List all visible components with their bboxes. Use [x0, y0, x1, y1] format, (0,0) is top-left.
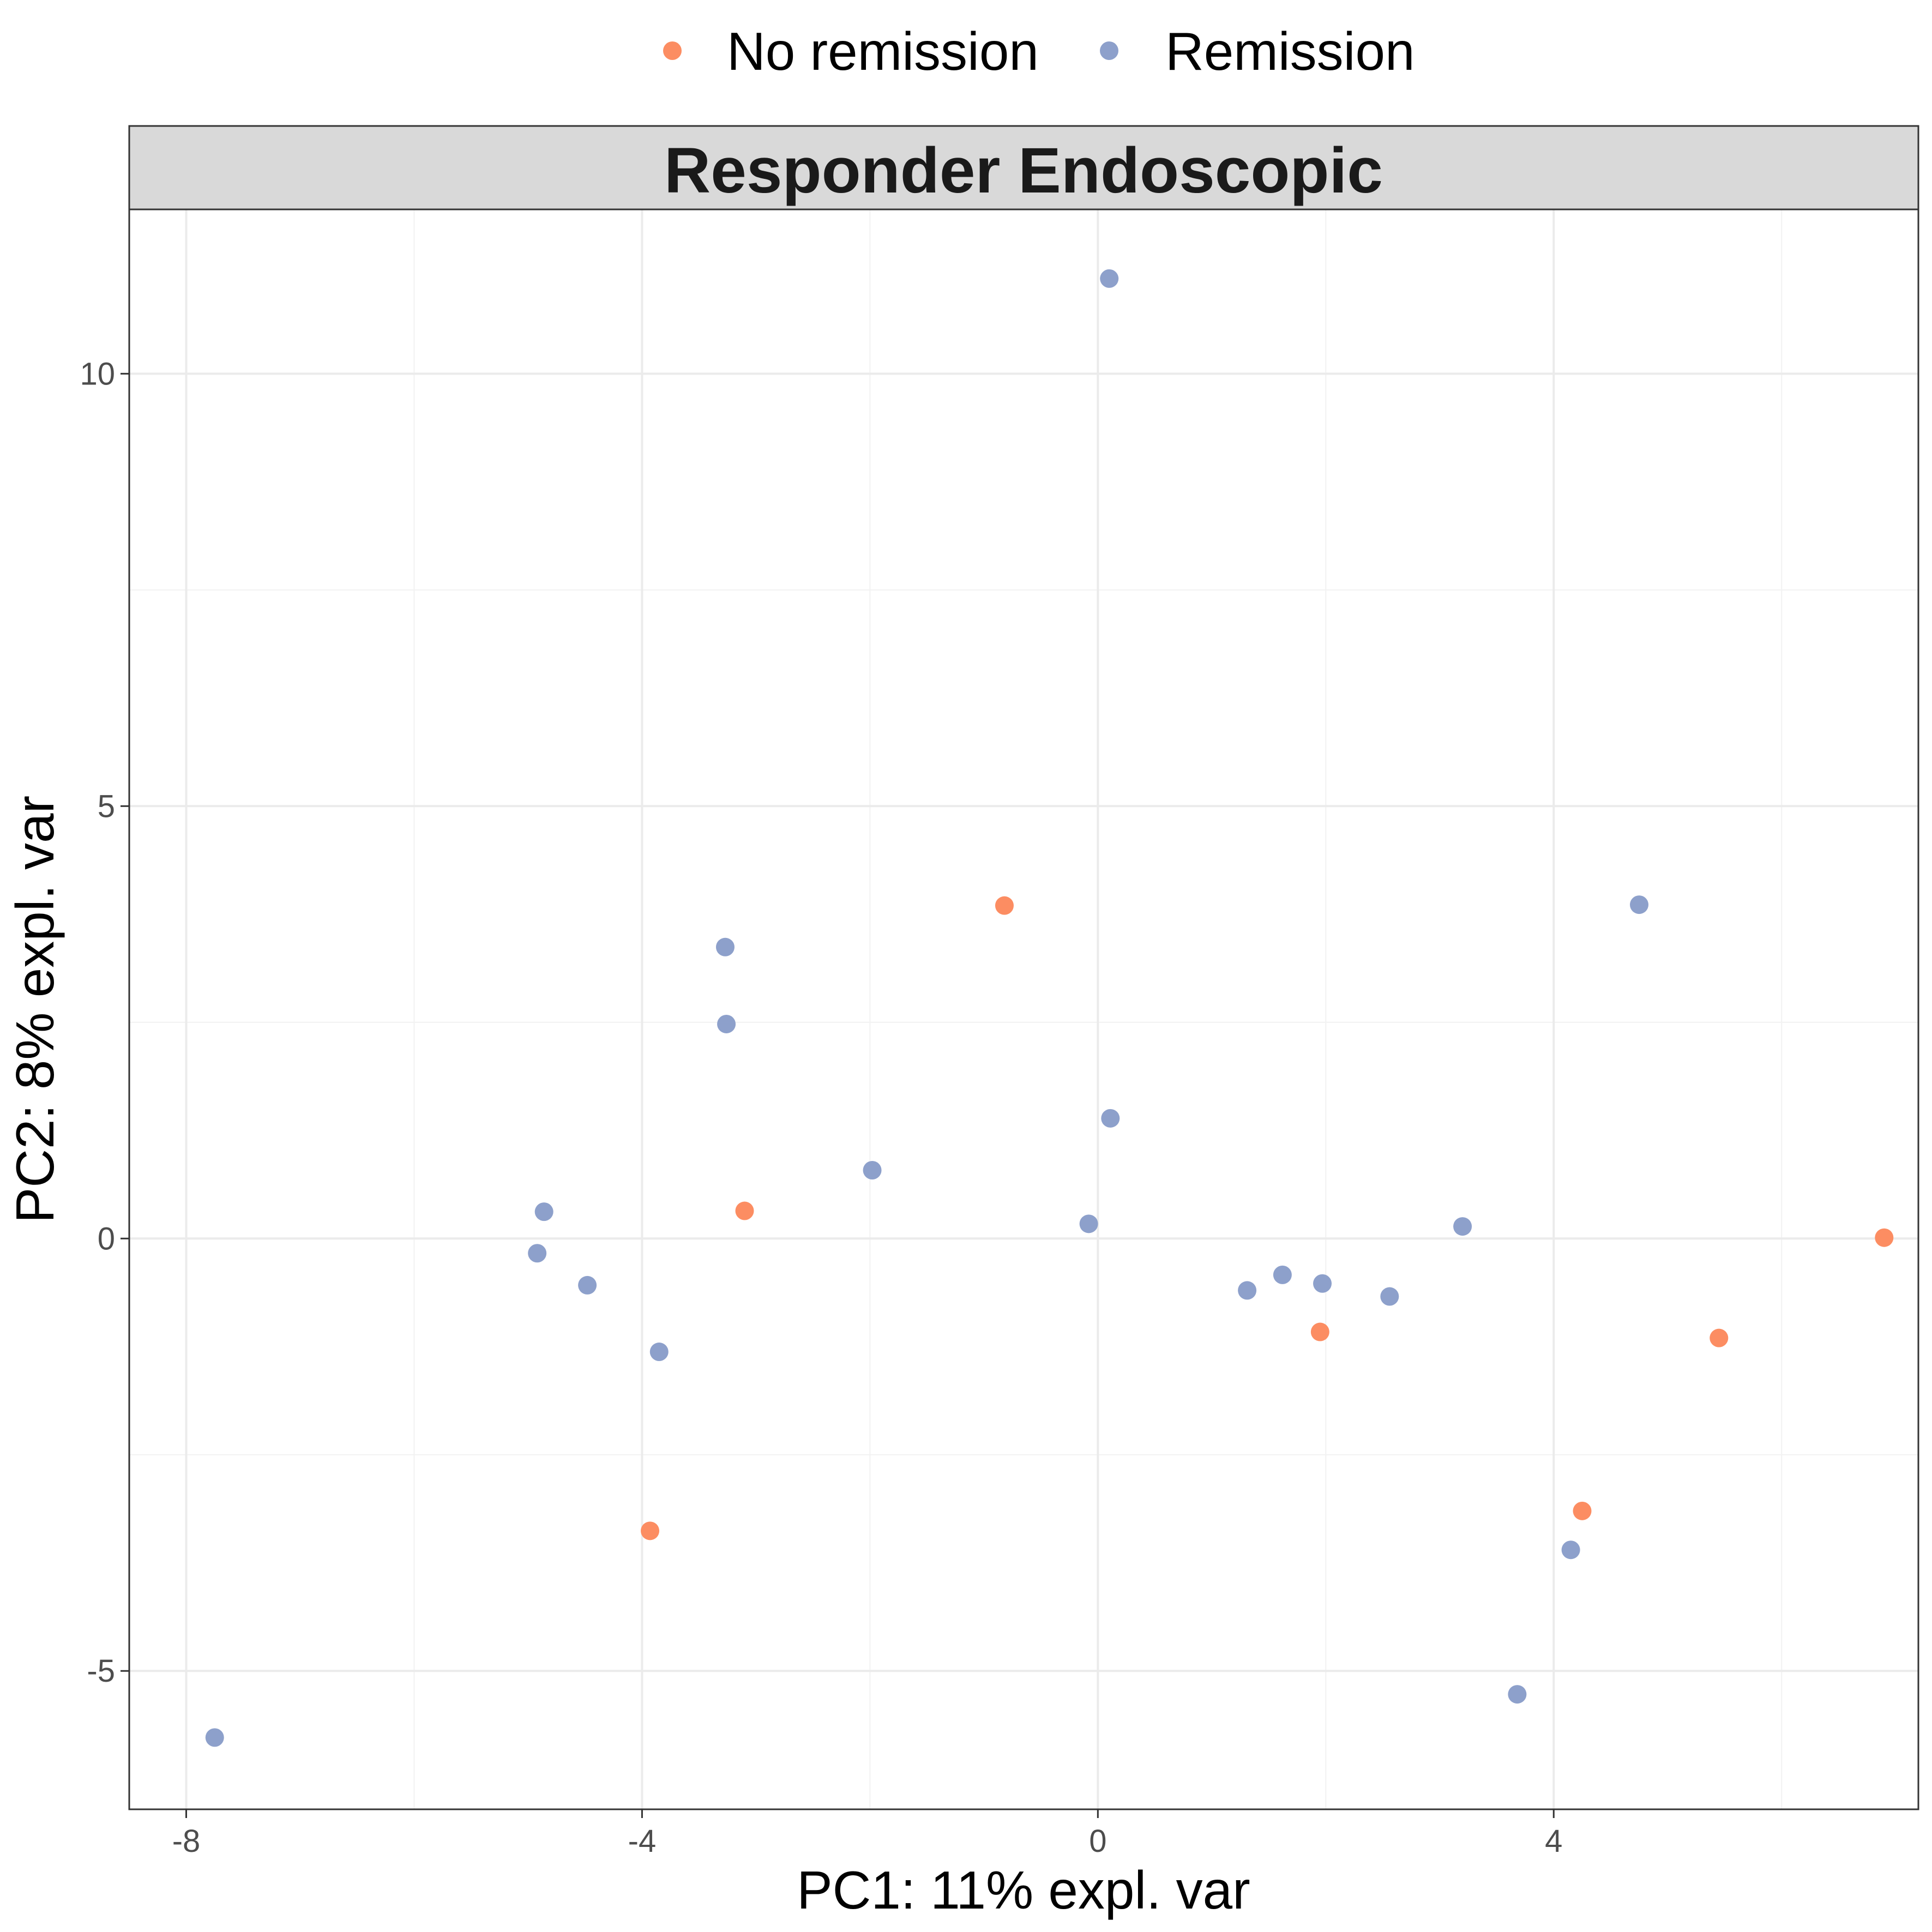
- legend-marker-no-remission: [663, 41, 682, 60]
- data-points: [205, 269, 1894, 1747]
- data-point-remission: [205, 1728, 224, 1747]
- legend-label-no-remission: No remission: [727, 21, 1039, 81]
- data-point-remission: [1380, 1287, 1399, 1306]
- panel-border: [128, 208, 1919, 1810]
- data-point-remission: [1079, 1214, 1098, 1233]
- axes: -8 -4 0 4 -5 0 5 10: [80, 356, 1562, 1859]
- data-point-no-remission: [1875, 1228, 1894, 1247]
- data-point-remission: [1453, 1217, 1472, 1236]
- x-axis-title: PC1: 11% expl. var: [797, 1860, 1250, 1920]
- y-axis-title: PC2: 8% expl. var: [5, 796, 65, 1223]
- facet-strip-background: [128, 125, 1919, 210]
- y-tick-label: 10: [80, 356, 115, 392]
- data-point-no-remission: [995, 896, 1014, 915]
- data-point-remission: [1238, 1281, 1257, 1300]
- grid-lines: [129, 209, 1918, 1809]
- data-point-remission: [1508, 1685, 1527, 1704]
- x-tick-label: 0: [1089, 1823, 1106, 1859]
- y-tick-label: -5: [87, 1653, 115, 1689]
- facet-strip-title: Responder Endoscopic: [664, 135, 1383, 207]
- data-point-remission: [1561, 1540, 1580, 1560]
- facet-strip: Responder Endoscopic: [128, 125, 1919, 210]
- data-point-remission: [1313, 1274, 1332, 1293]
- data-point-remission: [717, 1014, 736, 1033]
- x-tick-label: -4: [628, 1823, 657, 1859]
- panel-background: [129, 209, 1918, 1809]
- data-point-remission: [863, 1160, 882, 1179]
- data-point-remission: [528, 1244, 547, 1263]
- data-point-no-remission: [1710, 1328, 1729, 1347]
- data-point-remission: [1100, 269, 1119, 288]
- data-point-remission: [534, 1202, 553, 1221]
- data-point-remission: [1273, 1265, 1292, 1284]
- data-point-remission: [578, 1275, 597, 1295]
- x-tick-label: -8: [172, 1823, 201, 1859]
- y-tick-label: 5: [98, 789, 115, 824]
- data-point-no-remission: [1573, 1501, 1592, 1520]
- data-point-remission: [1629, 895, 1648, 914]
- legend-marker-remission: [1100, 41, 1118, 60]
- x-tick-label: 4: [1545, 1823, 1562, 1859]
- data-point-no-remission: [735, 1201, 754, 1220]
- data-point-no-remission: [1310, 1322, 1329, 1341]
- legend-label-remission: Remission: [1165, 21, 1415, 81]
- data-point-remission: [649, 1343, 669, 1362]
- data-point-remission: [1101, 1109, 1120, 1128]
- legend: No remission Remission: [663, 21, 1415, 81]
- data-point-no-remission: [641, 1521, 660, 1540]
- y-tick-label: 0: [98, 1221, 115, 1256]
- plot-panel: [128, 208, 1919, 1810]
- data-point-remission: [715, 937, 735, 956]
